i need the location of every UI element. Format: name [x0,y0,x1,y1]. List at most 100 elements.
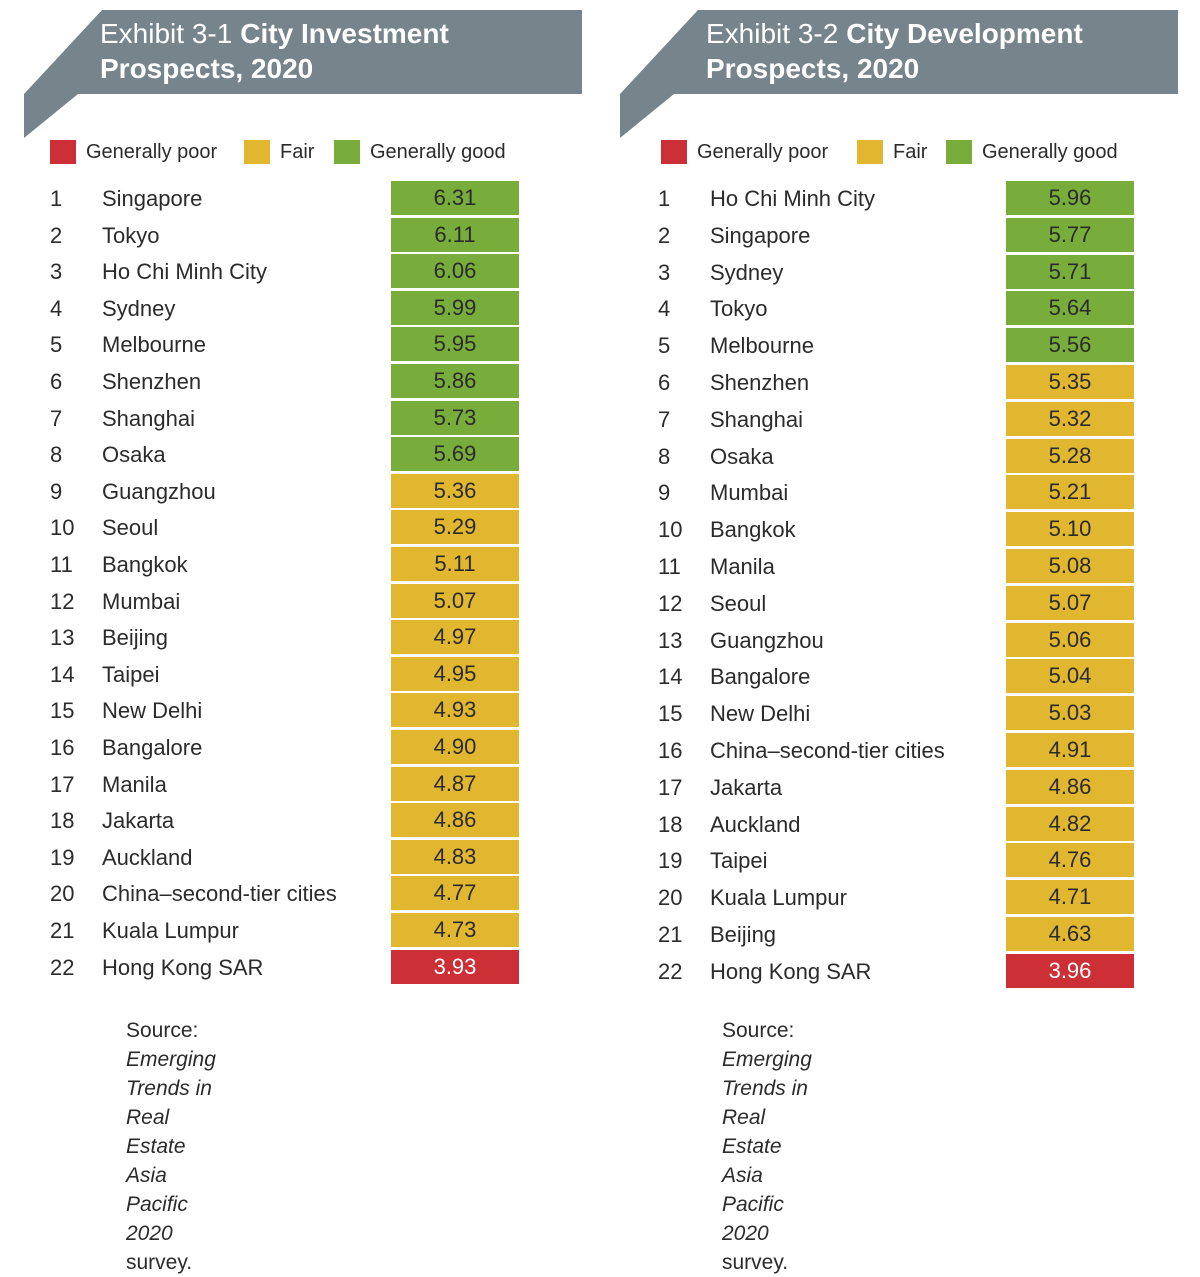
score-cell-good: 5.64 [1006,291,1134,326]
city-name: Beijing [710,922,777,947]
rank-number: 20 [658,885,683,911]
source-publication-2: Asia Pacific 2020 [722,1164,784,1245]
exhibit-label: Exhibit 3-2 [706,18,839,49]
table-row: 13 Beijing 4.97 [0,620,600,656]
city-name: Ho Chi Minh City [710,186,876,211]
city-name: Bangalore [710,664,811,690]
score-cell-good: 5.99 [391,290,519,325]
exhibit-title-line1: City Investment [240,18,449,49]
legend-swatch-good [334,140,360,164]
table-row: 2 Singapore 5.77 [608,217,1200,254]
city-name: Tokyo [102,222,160,248]
score-cell-fair: 5.08 [1006,549,1134,583]
exhibit-title-line2: Prospects, 2020 [706,53,920,84]
city-name: Bangalore [102,735,203,760]
source-suffix: survey. [126,1251,193,1274]
rank-number: 17 [658,774,683,800]
table-row: 15 New Delhi 4.93 [0,693,600,729]
rank-number: 20 [50,881,75,907]
table-row: 19 Auckland 4.83 [0,839,600,876]
rank-number: 5 [658,333,671,359]
city-name: Jakarta [102,808,175,834]
rank-number: 22 [658,958,683,984]
score-cell-fair: 5.04 [1006,659,1134,694]
city-name: New Delhi [710,701,811,727]
legend-label-poor: Generally poor [697,140,829,163]
score-cell-fair: 4.87 [391,766,519,801]
city-name: Kuala Lumpur [710,885,847,911]
exhibit-title-line1: City Development [846,18,1083,49]
city-name: Mumbai [710,480,789,506]
score-cell-fair: 4.90 [391,730,519,764]
rank-number: 19 [658,848,683,874]
table-row: 21 Kuala Lumpur 4.73 [0,913,600,949]
score-cell-good: 5.96 [1006,181,1134,215]
city-name: Manila [710,554,775,579]
score-cell-fair: 4.82 [1006,806,1134,841]
score-cell-good: 5.77 [1006,217,1134,252]
city-name: Shanghai [102,405,195,431]
title-banner [620,10,1178,138]
score-cell-fair: 4.73 [391,913,519,947]
table-row: 4 Sydney 5.99 [0,290,600,327]
table-row: 14 Bangalore 5.04 [608,659,1200,695]
table-row: 12 Mumbai 5.07 [0,583,600,620]
score-cell-fair: 4.97 [391,620,519,655]
rank-number: 18 [658,811,683,837]
city-name: Singapore [710,222,811,248]
score-cell-fair: 5.32 [1006,401,1134,436]
table-row: 13 Guangzhou 5.06 [608,622,1200,659]
score-cell-fair: 5.07 [391,583,519,618]
table-row: 11 Manila 5.08 [608,549,1200,585]
table-row: 8 Osaka 5.28 [608,438,1200,475]
rank-number: 2 [50,222,63,248]
exhibit-title-line2: Prospects, 2020 [100,53,314,84]
score-cell-fair: 4.83 [391,839,519,874]
source-publication: Emerging Trends in Real Estate [126,1048,216,1158]
table-row: 1 Ho Chi Minh City 5.96 [608,181,1200,217]
score-cell-fair: 4.93 [391,693,519,728]
table-row: 21 Beijing 4.63 [608,917,1200,953]
city-name: Bangkok [710,517,796,543]
table-row: 16 Bangalore 4.90 [0,730,600,766]
table-row: 5 Melbourne 5.56 [608,328,1200,364]
table-row: 22 Hong Kong SAR 3.93 [0,949,600,986]
rank-number: 5 [50,332,63,358]
rank-number: 7 [50,405,63,431]
rank-number: 15 [658,701,683,727]
score-cell-fair: 5.29 [391,510,519,545]
city-name: Seoul [102,515,159,541]
rank-number: 15 [50,698,75,724]
table-row: 10 Seoul 5.29 [0,510,600,546]
rank-number: 9 [50,478,63,504]
city-name: Guangzhou [710,627,824,653]
rank-number: 16 [658,738,683,763]
city-name: Singapore [102,186,203,211]
table-row: 14 Taipei 4.95 [0,656,600,693]
table-row: 17 Jakarta 4.86 [608,769,1200,806]
table-row: 20 China–second-tier cities 4.77 [0,876,600,912]
city-name: Jakarta [710,774,783,800]
table-row: 12 Seoul 5.07 [608,585,1200,622]
table-row: 2 Tokyo 6.11 [0,217,600,254]
score-cell-fair: 4.71 [1006,880,1134,915]
rank-number: 4 [658,296,671,322]
rank-number: 21 [50,918,75,943]
legend-item-fair: Fair [244,140,314,164]
table-row: 3 Sydney 5.71 [608,254,1200,291]
legend-item-good: Generally good [946,140,1118,164]
score-cell-fair: 4.77 [391,876,519,911]
score-cell-fair: 4.86 [391,803,519,838]
rank-number: 21 [658,922,683,947]
title-banner [24,10,582,138]
table-row: 17 Manila 4.87 [0,766,600,803]
table-row: 15 New Delhi 5.03 [608,696,1200,732]
city-name: Beijing [102,625,169,651]
legend-item-fair: Fair [857,140,927,164]
score-cell-good: 5.69 [391,437,519,472]
legend-label-fair: Fair [893,140,928,163]
source-label: Source: [126,1019,199,1042]
rank-number: 12 [50,588,75,614]
rank-number: 8 [658,443,671,469]
rank-number: 13 [658,627,683,653]
